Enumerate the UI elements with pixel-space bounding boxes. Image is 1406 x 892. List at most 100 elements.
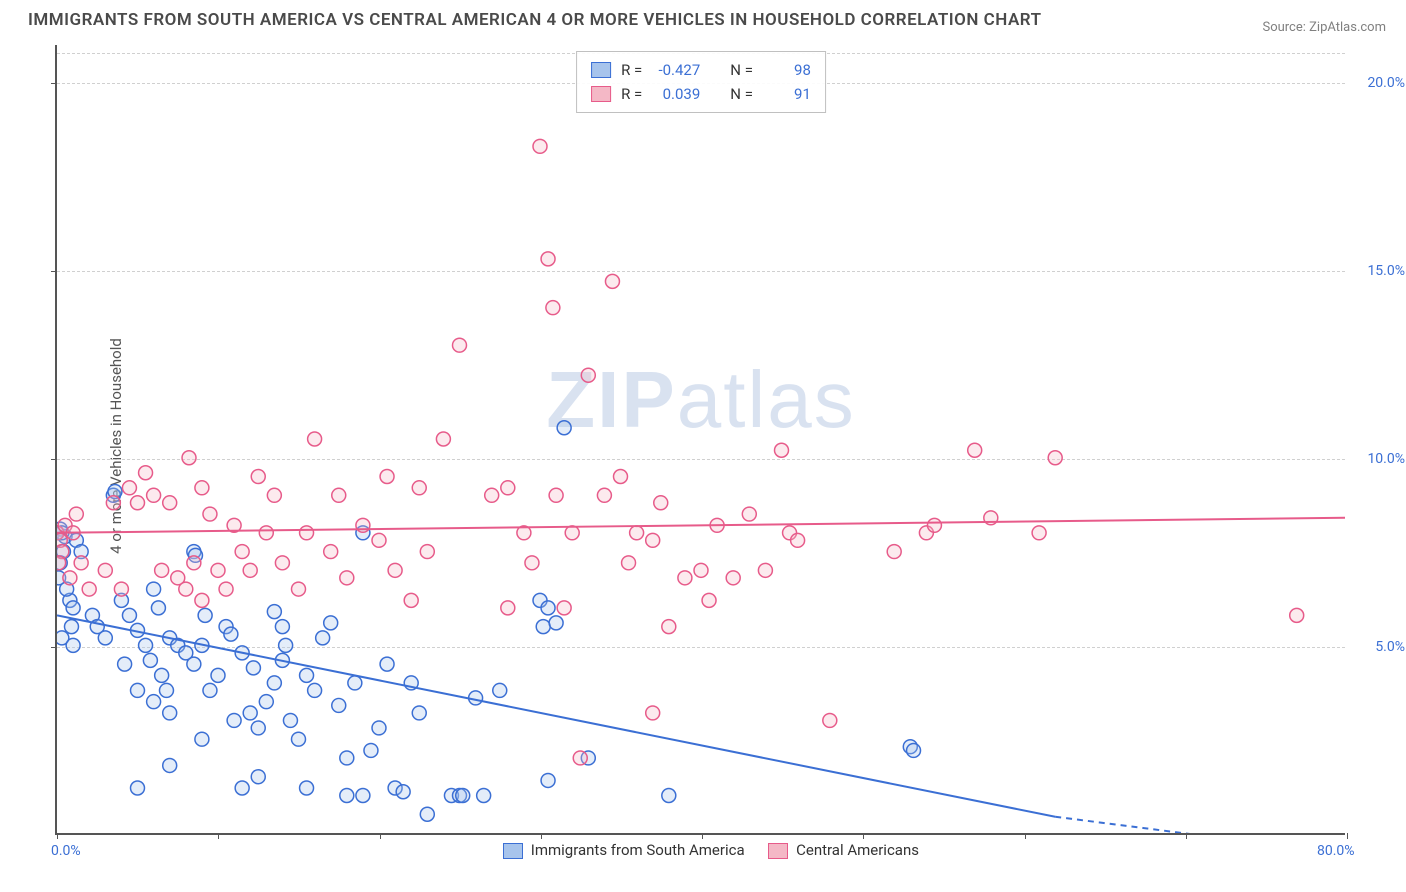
scatter-point [63, 571, 77, 585]
scatter-point [372, 721, 386, 735]
r-label: R = [621, 58, 642, 82]
scatter-point [605, 274, 619, 288]
scatter-point [614, 470, 628, 484]
scatter-point [1048, 451, 1062, 465]
swatch-series-1 [591, 62, 611, 78]
scatter-point [224, 627, 238, 641]
scatter-point [66, 638, 80, 652]
scatter-point [541, 252, 555, 266]
scatter-point [372, 533, 386, 547]
chart-title: IMMIGRANTS FROM SOUTH AMERICA VS CENTRAL… [28, 10, 1042, 30]
r-value-2: 0.039 [652, 82, 700, 106]
scatter-point [159, 683, 173, 697]
scatter-point [404, 593, 418, 607]
scatter-point [98, 563, 112, 577]
y-tick-label: 20.0% [1367, 75, 1405, 91]
scatter-point [477, 788, 491, 802]
x-tick [863, 833, 864, 839]
scatter-point [742, 507, 756, 521]
scatter-point [139, 638, 153, 652]
scatter-point [907, 743, 921, 757]
scatter-point [927, 518, 941, 532]
scatter-point [340, 751, 354, 765]
x-tick-label: 0.0% [51, 843, 81, 859]
scatter-point [887, 545, 901, 559]
scatter-point [412, 481, 426, 495]
scatter-point [69, 507, 83, 521]
scatter-point [525, 556, 539, 570]
scatter-point [1290, 608, 1304, 622]
swatch-series-1-bottom [503, 843, 523, 859]
x-tick [57, 833, 58, 839]
n-label: N = [730, 82, 753, 106]
scatter-point [243, 706, 257, 720]
scatter-point [646, 706, 660, 720]
scatter-point [279, 638, 293, 652]
scatter-point [453, 338, 467, 352]
scatter-point [356, 788, 370, 802]
scatter-point [388, 563, 402, 577]
scatter-point [259, 526, 273, 540]
scatter-point [57, 556, 66, 570]
scatter-point [662, 620, 676, 634]
trend-line-dashed [1055, 817, 1329, 833]
scatter-point [412, 706, 426, 720]
scatter-point [630, 526, 644, 540]
n-value-2: 91 [763, 82, 811, 106]
scatter-point [533, 139, 547, 153]
scatter-point [300, 526, 314, 540]
scatter-point [420, 807, 434, 821]
scatter-point [235, 781, 249, 795]
swatch-series-2 [591, 86, 611, 102]
scatter-point [364, 743, 378, 757]
scatter-point [187, 556, 201, 570]
y-tick-label: 15.0% [1367, 263, 1405, 279]
scatter-point [267, 488, 281, 502]
scatter-point [82, 582, 96, 596]
scatter-point [573, 751, 587, 765]
scatter-point [332, 488, 346, 502]
scatter-point [702, 593, 716, 607]
scatter-point [1032, 526, 1046, 540]
scatter-point [436, 432, 450, 446]
scatter-point [198, 608, 212, 622]
scatter-point [155, 563, 169, 577]
legend-stats-box: R = -0.427 N = 98 R = 0.039 N = 91 [576, 51, 826, 113]
scatter-point [203, 507, 217, 521]
scatter-point [646, 533, 660, 547]
x-tick [702, 833, 703, 839]
scatter-point [823, 713, 837, 727]
scatter-point [546, 301, 560, 315]
scatter-point [131, 781, 145, 795]
r-value-1: -0.427 [652, 58, 700, 82]
scatter-point [143, 653, 157, 667]
y-tick-label: 10.0% [1367, 451, 1405, 467]
scatter-point [332, 698, 346, 712]
scatter-point [565, 526, 579, 540]
scatter-point [348, 676, 362, 690]
scatter-point [396, 785, 410, 799]
n-label: N = [730, 58, 753, 82]
scatter-point [557, 601, 571, 615]
scatter-point [235, 545, 249, 559]
x-tick [1025, 833, 1026, 839]
scatter-point [187, 657, 201, 671]
scatter-point [549, 616, 563, 630]
scatter-point [122, 481, 136, 495]
trend-line [57, 615, 1055, 816]
scatter-point [380, 657, 394, 671]
scatter-point [316, 631, 330, 645]
scatter-point [324, 616, 338, 630]
scatter-point [324, 545, 338, 559]
scatter-point [541, 601, 555, 615]
swatch-series-2-bottom [768, 843, 788, 859]
r-label: R = [621, 82, 642, 106]
scatter-point [275, 620, 289, 634]
legend-stats-row-2: R = 0.039 N = 91 [591, 82, 811, 106]
scatter-point [122, 608, 136, 622]
scatter-point [182, 451, 196, 465]
scatter-point [251, 470, 265, 484]
scatter-point [791, 533, 805, 547]
scatter-point [536, 620, 550, 634]
scatter-point [694, 563, 708, 577]
